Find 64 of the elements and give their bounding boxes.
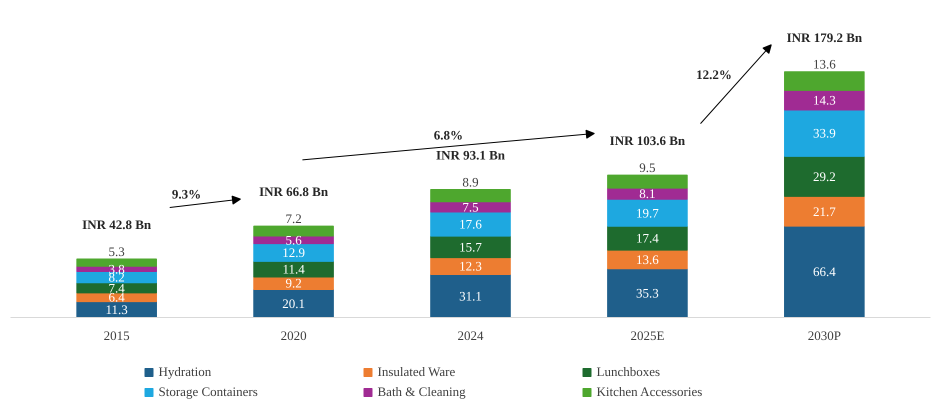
legend-label: Kitchen Accessories [596, 384, 704, 400]
legend-label: Hydration [158, 364, 212, 380]
data-label: 13.6 [812, 56, 836, 72]
bar [607, 198, 688, 227]
data-label: 8.1 [639, 186, 656, 202]
bar [253, 243, 334, 262]
bar [607, 268, 688, 318]
total-label: INR 179.2 Bn [786, 30, 863, 45]
data-label: 14.3 [812, 92, 836, 108]
data-label: 13.6 [636, 252, 660, 267]
bar [430, 189, 511, 202]
bar [430, 212, 511, 237]
x-tick-label: 2024 [458, 328, 484, 344]
total-label: INR 42.8 Bn [82, 217, 152, 232]
legend-label: Storage Containers [158, 384, 259, 400]
bar [607, 188, 688, 200]
bar [253, 226, 334, 236]
data-label: 31.1 [459, 288, 482, 304]
data-label: 66.4 [812, 264, 836, 280]
data-label: 8.9 [462, 174, 479, 190]
bar [784, 226, 865, 318]
bar [607, 174, 688, 189]
x-tick-label: 2025E [630, 328, 664, 344]
bar [784, 196, 865, 227]
data-label: 17.6 [459, 216, 482, 232]
bar [784, 156, 865, 197]
data-label: 5.3 [108, 244, 125, 259]
bar [784, 71, 865, 91]
data-label: 5.6 [285, 232, 302, 248]
data-label: 19.7 [636, 205, 660, 220]
bar [784, 109, 865, 157]
data-label: 17.4 [636, 230, 660, 246]
bar [784, 90, 865, 110]
bar [430, 236, 511, 258]
data-label: 12.9 [282, 244, 305, 260]
x-tick-label: 2020 [280, 328, 307, 344]
data-label: 21.7 [812, 204, 836, 219]
data-label: 7.2 [285, 211, 302, 226]
data-label: 29.2 [812, 168, 836, 184]
x-tick-label: 2030P [808, 328, 841, 344]
annotation: 9.3% [172, 186, 202, 202]
data-label: 9.2 [285, 276, 302, 291]
total-label: INR 93.1 Bn [436, 148, 506, 163]
total-label: INR 66.8 Bn [259, 184, 329, 200]
legend-label: Bath & Cleaning [378, 384, 467, 400]
bar [253, 289, 334, 318]
data-label: 15.7 [459, 239, 482, 254]
total-label: INR 103.6 Bn [610, 133, 686, 148]
annotation: 12.2% [696, 67, 732, 82]
data-label: 11.4 [282, 262, 306, 277]
bar [430, 274, 511, 318]
legend-label: Lunchboxes [596, 364, 662, 380]
legend-label: Insulated Ware [378, 364, 456, 380]
data-label: 20.1 [282, 296, 305, 311]
data-label: 7.5 [462, 199, 479, 214]
data-label: 11.3 [106, 302, 128, 317]
data-label: 9.5 [639, 160, 656, 176]
bar [430, 257, 511, 275]
data-label: 35.3 [636, 285, 659, 300]
bar [607, 226, 688, 251]
data-label: 33.9 [812, 126, 836, 141]
data-label: 12.3 [459, 258, 482, 274]
x-tick-label: 2015 [104, 328, 130, 344]
annotation: 6.8% [434, 128, 464, 143]
